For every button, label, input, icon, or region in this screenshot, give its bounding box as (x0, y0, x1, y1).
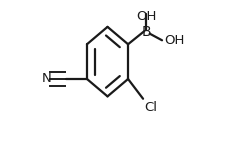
Text: OH: OH (136, 10, 156, 23)
Text: B: B (141, 25, 151, 39)
Text: N: N (42, 73, 51, 85)
Text: OH: OH (165, 34, 185, 47)
Text: Cl: Cl (145, 101, 158, 114)
